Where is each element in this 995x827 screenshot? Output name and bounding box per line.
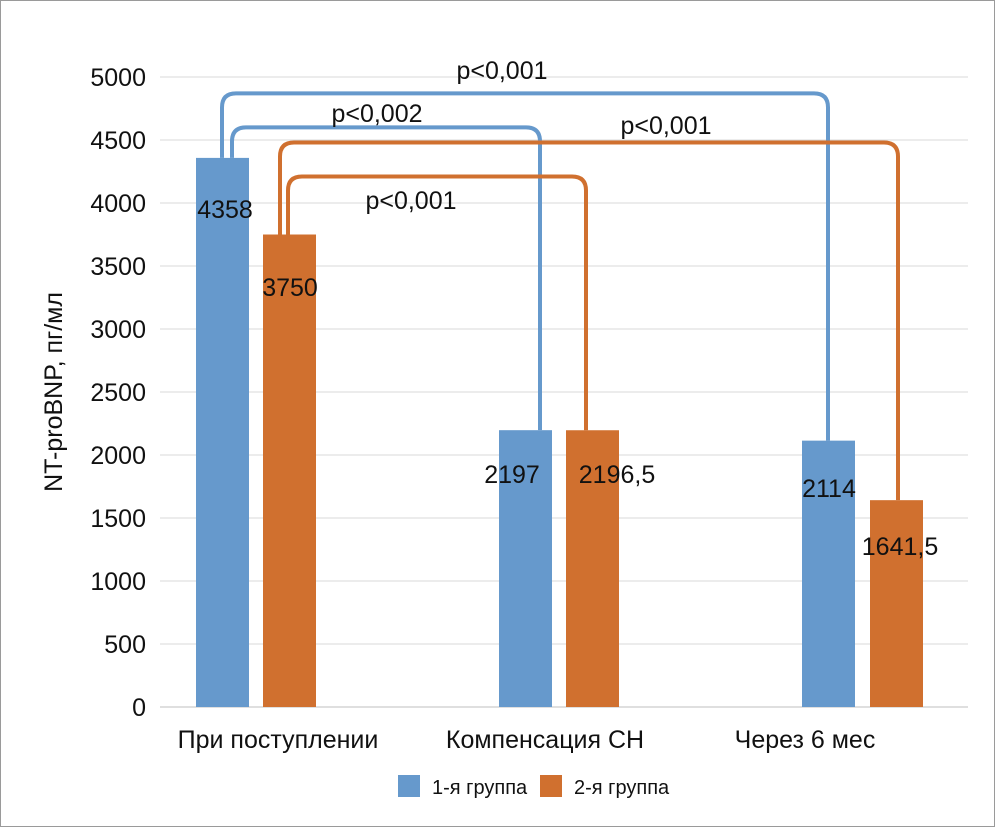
y-tick-label: 2000 (90, 442, 146, 470)
y-axis-label: NT-proBNP, пг/мл (40, 292, 68, 492)
significance-bracket (278, 140, 900, 501)
legend-swatch (540, 775, 562, 797)
bar (566, 430, 619, 707)
bar (802, 440, 855, 707)
p-value-label: p<0,001 (456, 57, 547, 85)
p-value-label: p<0,001 (365, 187, 456, 215)
legend-label: 1-я группа (432, 777, 528, 799)
y-tick-label: 1500 (90, 505, 146, 533)
significance-bracket (230, 125, 542, 431)
y-tick-label: 2500 (90, 379, 146, 407)
legend-label: 2-я группа (574, 777, 670, 799)
bar (499, 430, 552, 707)
y-tick-label: 3000 (90, 316, 146, 344)
x-tick-label: Компенсация СН (446, 726, 644, 754)
data-label: 2196,5 (579, 461, 655, 489)
data-label: 3750 (262, 274, 318, 302)
p-value-label: p<0,001 (620, 112, 711, 140)
y-tick-label: 3500 (90, 253, 146, 281)
y-tick-label: 5000 (90, 64, 146, 92)
significance-bracket (286, 174, 588, 431)
data-label: 2114 (802, 475, 856, 503)
y-tick-label: 500 (104, 631, 146, 659)
y-tick-label: 4500 (90, 127, 146, 155)
data-label: 4358 (197, 196, 253, 224)
x-tick-label: При поступлении (178, 726, 379, 754)
significance-bracket (220, 91, 830, 441)
bar (196, 157, 249, 708)
bar (870, 500, 923, 707)
legend-swatch (398, 775, 420, 797)
y-tick-label: 4000 (90, 190, 146, 218)
y-tick-label: 1000 (90, 568, 146, 596)
data-label: 1641,5 (862, 533, 938, 561)
y-tick-label: 0 (132, 694, 146, 722)
p-value-label: p<0,002 (331, 100, 422, 128)
bar (263, 234, 316, 707)
x-tick-label: Через 6 мес (735, 726, 876, 754)
data-label: 2197 (484, 461, 540, 489)
